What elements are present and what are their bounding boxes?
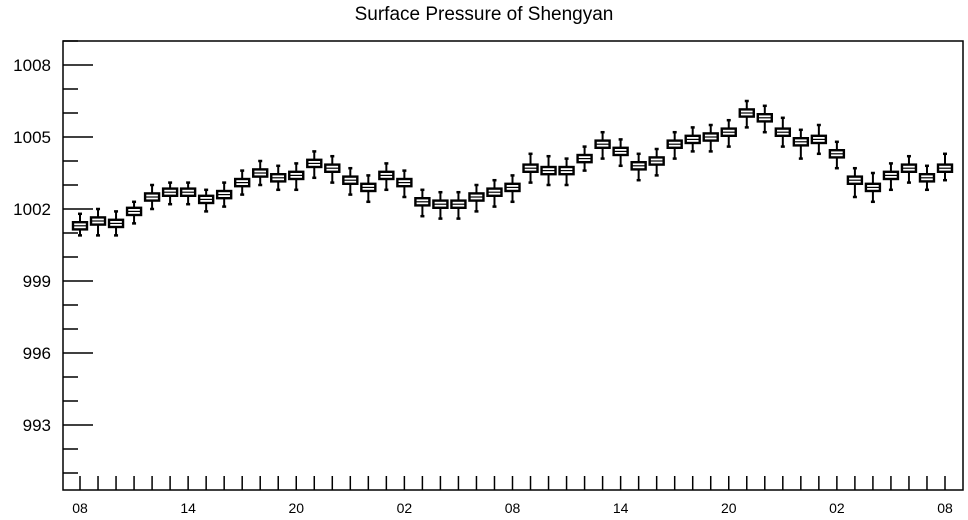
box-plot xyxy=(378,162,395,192)
box-plot xyxy=(900,154,918,184)
box-plot xyxy=(107,210,125,237)
box-plot xyxy=(414,188,431,218)
box-plot xyxy=(197,188,215,213)
box-plot xyxy=(846,166,864,199)
box-plot xyxy=(306,150,323,180)
box-plot xyxy=(89,207,107,237)
box-plot xyxy=(522,152,539,184)
box-plot xyxy=(684,126,701,153)
box-plot xyxy=(288,162,305,192)
box-plot xyxy=(450,190,467,220)
box-plot xyxy=(324,154,341,184)
box-plot xyxy=(468,183,485,213)
box-plot xyxy=(270,164,287,192)
box-plot xyxy=(342,166,359,196)
box-plot xyxy=(936,152,954,182)
box-plot xyxy=(882,162,900,192)
y-tick-label: 1005 xyxy=(13,128,51,147)
y-tick-label: 1002 xyxy=(13,200,51,219)
box-plot xyxy=(702,123,719,153)
box-plot xyxy=(792,128,810,160)
box-plot xyxy=(558,157,575,187)
box-plot xyxy=(648,147,665,177)
box-plot xyxy=(432,190,449,220)
box-plot xyxy=(720,118,737,148)
box-plot xyxy=(143,183,161,211)
box-plot xyxy=(576,145,593,172)
box-plot xyxy=(666,130,683,160)
x-tick-label: 02 xyxy=(829,500,845,516)
box-plot xyxy=(630,152,647,182)
x-tick-label: 14 xyxy=(180,500,196,516)
x-tick-label: 20 xyxy=(288,500,304,516)
box-plot xyxy=(756,104,773,134)
box-plot xyxy=(540,154,557,187)
box-plot xyxy=(594,130,611,160)
chart-title: Surface Pressure of Shengyan xyxy=(354,4,614,25)
box-plot xyxy=(396,169,413,199)
box-plot xyxy=(864,171,882,204)
box-plot xyxy=(612,138,629,168)
box-plot xyxy=(179,181,197,206)
x-tick-label: 08 xyxy=(937,500,953,516)
x-tick-label: 08 xyxy=(72,500,88,516)
y-tick-label: 999 xyxy=(23,272,51,291)
x-tick-label: 08 xyxy=(505,500,521,516)
box-plot xyxy=(504,174,521,204)
plot-frame xyxy=(62,40,964,491)
box-plot xyxy=(252,159,269,187)
box-plot xyxy=(918,164,936,192)
box-plot xyxy=(233,169,251,196)
y-tick-label: 993 xyxy=(23,416,51,435)
box-plot xyxy=(71,212,89,237)
x-tick-label: 14 xyxy=(613,500,629,516)
x-tick-label: 02 xyxy=(397,500,413,516)
box-plot xyxy=(810,123,828,156)
box-plot xyxy=(215,181,233,208)
box-plot xyxy=(161,181,179,206)
box-plot xyxy=(774,116,792,148)
box-plot xyxy=(738,99,755,129)
x-tick-label: 20 xyxy=(721,500,737,516)
y-tick-label: 1008 xyxy=(13,56,51,75)
y-tick-label: 996 xyxy=(23,344,51,363)
box-plot xyxy=(486,178,503,208)
box-plot xyxy=(828,140,846,170)
box-plot xyxy=(360,174,377,204)
box-plot xyxy=(125,200,143,225)
